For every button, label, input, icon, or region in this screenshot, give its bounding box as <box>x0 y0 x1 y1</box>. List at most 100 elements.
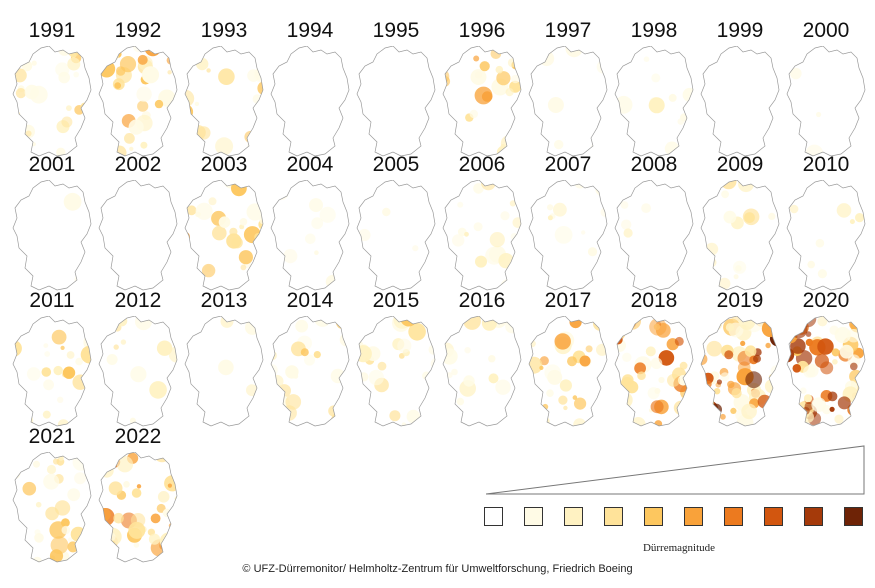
legend-magnitude-wedge <box>486 445 865 495</box>
year-label: 1996 <box>458 19 506 42</box>
year-label: 2021 <box>28 425 76 448</box>
legend-swatch <box>684 507 703 526</box>
year-label: 2017 <box>544 289 592 312</box>
year-label: 2003 <box>200 153 248 176</box>
year-label: 1993 <box>200 19 248 42</box>
year-label: 2011 <box>29 289 75 312</box>
legend-swatch <box>644 507 663 526</box>
year-label: 2002 <box>114 153 162 176</box>
legend-swatch <box>724 507 743 526</box>
map-panel-2021: 2021 <box>9 426 95 566</box>
year-label: 1991 <box>28 19 76 42</box>
year-label: 2014 <box>286 289 334 312</box>
year-label: 2004 <box>286 153 334 176</box>
year-label: 2009 <box>716 153 764 176</box>
year-label: 2022 <box>114 425 162 448</box>
germany-drought-map <box>528 316 608 427</box>
germany-drought-map <box>786 46 866 157</box>
germany-drought-map <box>614 316 694 427</box>
map-panel-2001: 2001 <box>9 154 95 294</box>
germany-drought-map <box>528 180 608 291</box>
germany-drought-map <box>98 316 178 427</box>
map-panel-2018: 2018 <box>611 290 697 430</box>
germany-drought-map <box>700 46 780 157</box>
map-panel-2019: 2019 <box>697 290 783 430</box>
germany-drought-map <box>12 316 92 427</box>
germany-drought-map <box>12 46 92 157</box>
germany-drought-map <box>184 46 264 157</box>
year-label: 2007 <box>544 153 592 176</box>
germany-drought-map <box>442 180 522 291</box>
map-panel-2015: 2015 <box>353 290 439 430</box>
map-panel-1999: 1999 <box>697 20 783 160</box>
map-panel-1996: 1996 <box>439 20 525 160</box>
map-panel-2013: 2013 <box>181 290 267 430</box>
year-label: 2013 <box>200 289 248 312</box>
year-label: 2010 <box>802 153 850 176</box>
map-panel-2002: 2002 <box>95 154 181 294</box>
map-panel-2016: 2016 <box>439 290 525 430</box>
map-panel-2020: 2020 <box>783 290 869 430</box>
year-label: 2019 <box>716 289 764 312</box>
year-label: 1997 <box>544 19 592 42</box>
year-label: 2000 <box>802 19 850 42</box>
map-panel-1993: 1993 <box>181 20 267 160</box>
year-label: 1998 <box>630 19 678 42</box>
germany-drought-map <box>442 46 522 157</box>
map-panel-2022: 2022 <box>95 426 181 566</box>
germany-drought-map <box>98 452 178 563</box>
year-label: 1999 <box>716 19 764 42</box>
year-label: 1994 <box>286 19 334 42</box>
germany-drought-map <box>270 316 350 427</box>
germany-drought-map <box>786 316 866 427</box>
map-panel-1992: 1992 <box>95 20 181 160</box>
germany-drought-map <box>356 316 436 427</box>
map-panel-1998: 1998 <box>611 20 697 160</box>
germany-drought-map <box>700 316 780 427</box>
map-panel-2009: 2009 <box>697 154 783 294</box>
germany-drought-map <box>528 46 608 157</box>
legend-swatch <box>484 507 503 526</box>
year-label: 1992 <box>114 19 162 42</box>
year-label: 2012 <box>114 289 162 312</box>
map-panel-2008: 2008 <box>611 154 697 294</box>
map-panel-2017: 2017 <box>525 290 611 430</box>
germany-drought-map <box>98 180 178 291</box>
year-label: 2018 <box>630 289 678 312</box>
year-label: 1995 <box>372 19 420 42</box>
germany-drought-map <box>614 180 694 291</box>
map-panel-2012: 2012 <box>95 290 181 430</box>
map-panel-1997: 1997 <box>525 20 611 160</box>
germany-drought-map <box>12 452 92 563</box>
year-label: 2020 <box>802 289 850 312</box>
legend-swatch <box>564 507 583 526</box>
germany-drought-map <box>786 180 866 291</box>
germany-drought-map <box>270 180 350 291</box>
germany-drought-map <box>184 180 264 291</box>
credit-line: © UFZ-Dürremonitor/ Helmholtz-Zentrum fü… <box>242 563 633 575</box>
germany-drought-map <box>356 46 436 157</box>
legend-swatch <box>604 507 623 526</box>
map-panel-2004: 2004 <box>267 154 353 294</box>
map-panel-2006: 2006 <box>439 154 525 294</box>
map-panel-2011: 2011 <box>9 290 95 430</box>
map-panel-2007: 2007 <box>525 154 611 294</box>
germany-drought-map <box>442 316 522 427</box>
germany-drought-map <box>356 180 436 291</box>
year-label: 2015 <box>372 289 420 312</box>
year-label: 2006 <box>458 153 506 176</box>
germany-drought-map <box>98 46 178 157</box>
year-label: 2016 <box>458 289 506 312</box>
year-label: 2001 <box>28 153 76 176</box>
germany-drought-map <box>700 180 780 291</box>
year-label: 2005 <box>372 153 420 176</box>
germany-drought-map <box>270 46 350 157</box>
map-panel-1994: 1994 <box>267 20 353 160</box>
legend-swatch <box>804 507 823 526</box>
map-panel-2014: 2014 <box>267 290 353 430</box>
map-panel-2000: 2000 <box>783 20 869 160</box>
map-panel-1991: 1991 <box>9 20 95 160</box>
legend-swatch <box>844 507 863 526</box>
germany-drought-map <box>184 316 264 427</box>
legend-label: Dürremagnitude <box>642 542 716 554</box>
